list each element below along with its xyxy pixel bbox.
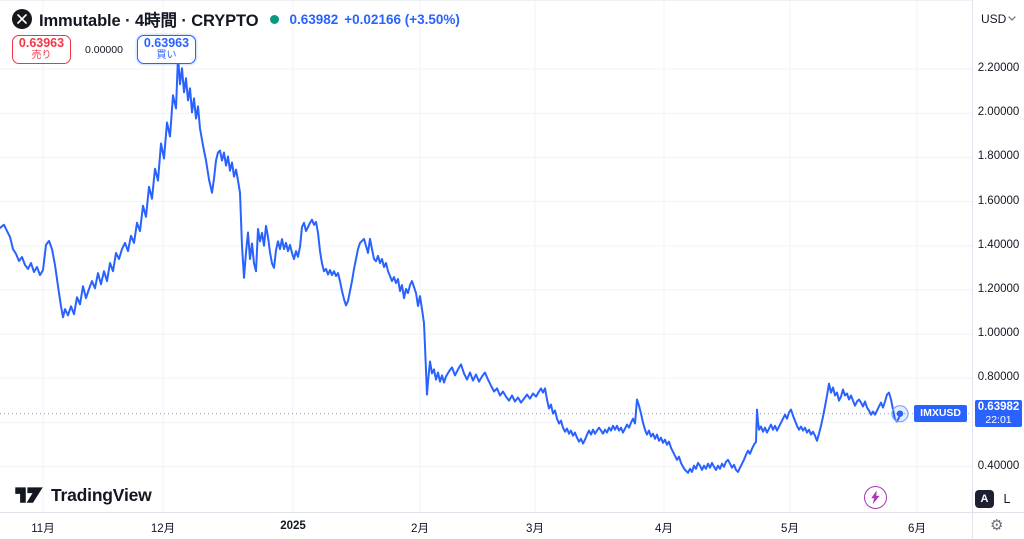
price-tick-label: 2.20000	[977, 62, 1020, 75]
last-price-value: 0.63982	[289, 11, 339, 27]
time-tick-label: 6月	[908, 523, 926, 535]
chart-plot-area[interactable]: IMXUSD Immutable · 4時間 · CRYPTO 0.63982 …	[0, 0, 972, 512]
price-tick-label: 1.80000	[977, 150, 1020, 163]
time-tick-label: 2月	[411, 523, 429, 535]
price-tick-label: 1.00000	[977, 327, 1020, 340]
tradingview-wordmark: TradingView	[51, 485, 152, 505]
sell-price: 0.63963	[18, 36, 65, 51]
price-line-chart[interactable]	[0, 0, 972, 512]
time-tick-label: 11月	[31, 523, 55, 535]
tradingview-logo[interactable]: TradingView	[14, 485, 152, 506]
time-tick-label: 3月	[526, 523, 544, 535]
tradingview-glyph-icon	[15, 487, 43, 503]
quote-values: 0.63982 +0.02166 (+3.50%)	[289, 12, 459, 27]
time-axis[interactable]: ⚙ 11月 12月 2025 2月 3月 4月 5月 6月	[0, 512, 1024, 539]
axis-label-price: 0.63982	[977, 401, 1020, 414]
last-value-dot	[896, 410, 904, 417]
price-axis[interactable]: USD 0.63982 22:01 A L 2.20000 2.00000 1.80…	[972, 0, 1024, 512]
lightning-bolt-icon	[871, 490, 880, 505]
chevron-down-icon	[1008, 16, 1016, 21]
price-tick-label: 1.20000	[977, 282, 1020, 295]
symbol-row: Immutable · 4時間 · CRYPTO 0.63982 +0.0216…	[12, 7, 460, 31]
symbol-title[interactable]: Immutable · 4時間 · CRYPTO	[39, 12, 259, 30]
series-price-tag: IMXUSD	[914, 405, 967, 423]
last-price-axis-label: 0.63982 22:01	[975, 400, 1022, 428]
price-tick-label: 1.60000	[977, 194, 1020, 207]
sell-button[interactable]: 0.63963 売り	[12, 35, 71, 64]
spread-value: 0.00000	[85, 43, 123, 56]
trade-panel: 0.63963 売り 0.00000 0.63963 買い	[12, 35, 460, 64]
time-tick-label: 2025	[280, 520, 306, 532]
time-tick-label: 5月	[781, 523, 799, 535]
time-tick-label: 4月	[655, 523, 673, 535]
auto-scale-button[interactable]: A	[975, 490, 994, 508]
immutable-logo-icon	[12, 9, 32, 29]
price-tick-label: 2.00000	[977, 106, 1020, 119]
chart-legend: Immutable · 4時間 · CRYPTO 0.63982 +0.0216…	[12, 7, 460, 64]
instant-trading-button[interactable]	[864, 486, 887, 509]
price-tick-label: 0.80000	[977, 371, 1020, 384]
time-tick-label: 12月	[150, 523, 176, 535]
price-change-value: +0.02166 (+3.50%)	[344, 11, 460, 27]
currency-dropdown[interactable]: USD	[975, 8, 1022, 29]
price-series-line	[0, 56, 901, 474]
buy-price: 0.63963	[143, 36, 190, 51]
buy-label: 買い	[156, 50, 177, 62]
gear-icon[interactable]: ⚙	[990, 517, 1004, 534]
log-scale-button[interactable]: L	[999, 490, 1015, 508]
price-tick-label: 1.40000	[977, 238, 1020, 251]
sell-label: 売り	[31, 50, 52, 62]
price-tick-label: 0.40000	[977, 459, 1020, 472]
scale-buttons: A L	[975, 490, 1015, 508]
currency-label: USD	[981, 11, 1007, 26]
axis-corner-divider	[972, 513, 973, 539]
buy-button[interactable]: 0.63963 買い	[136, 35, 196, 64]
market-status-icon	[270, 14, 280, 24]
axis-label-countdown: 22:01	[985, 414, 1012, 427]
